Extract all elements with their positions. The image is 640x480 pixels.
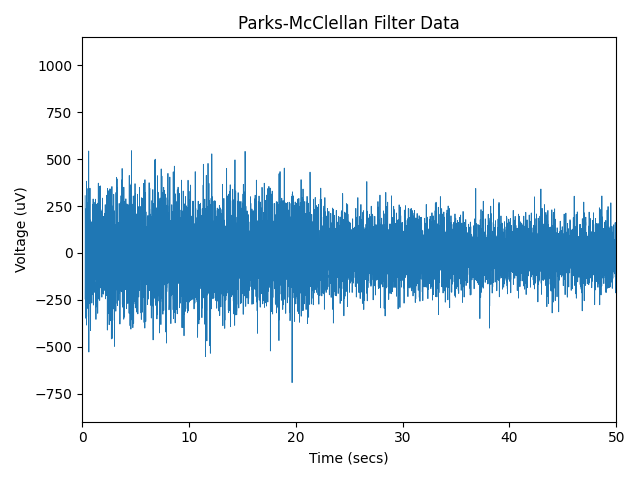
Title: Parks-McClellan Filter Data: Parks-McClellan Filter Data: [238, 15, 460, 33]
X-axis label: Time (secs): Time (secs): [309, 451, 389, 465]
Y-axis label: Voltage (uV): Voltage (uV): [15, 187, 29, 273]
